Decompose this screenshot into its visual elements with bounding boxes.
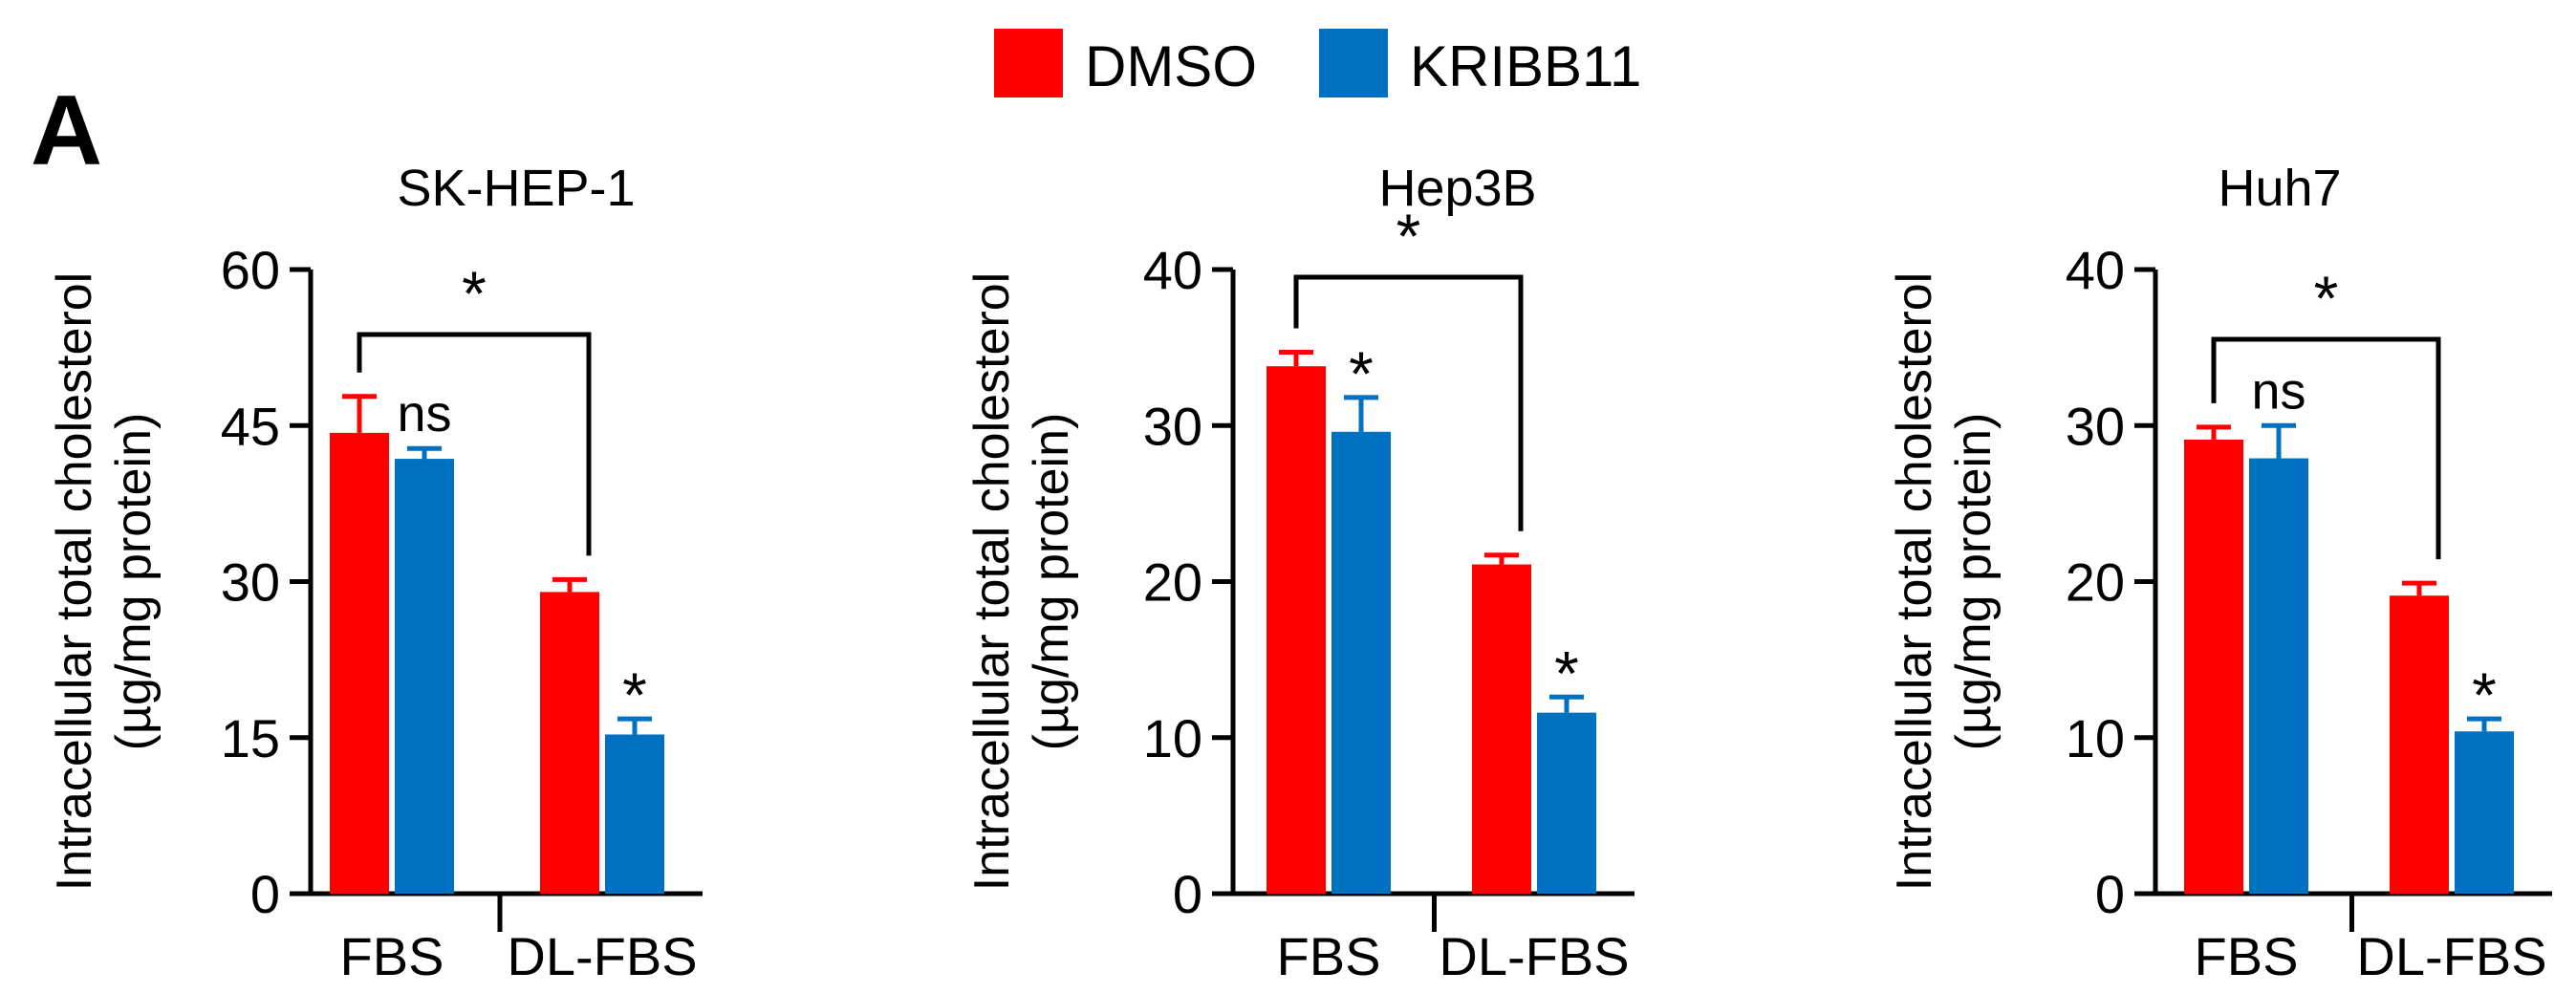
legend-label-dmso: DMSO	[1085, 34, 1257, 98]
legend: DMSO KRIBB11	[994, 29, 1641, 98]
y-tick-label: 0	[1173, 864, 1202, 924]
x-category-label: DL-FBS	[507, 926, 697, 986]
significance-star: *	[1554, 637, 1579, 708]
y-tick-label: 30	[2066, 396, 2125, 456]
y-axis-label-line: Intracellular total cholesterol	[47, 272, 102, 891]
y-axis-label-line: (µg/mg protein)	[1946, 413, 2002, 751]
significance-bracket	[357, 332, 592, 556]
bar-dmso-dl-fbs	[2390, 595, 2449, 894]
bar-kribb11-dl-fbs	[605, 734, 664, 894]
bar-kribb11-fbs	[1331, 431, 1391, 894]
bar-kribb11-dl-fbs	[2455, 731, 2514, 894]
x-category-label: FBS	[340, 926, 444, 986]
bracket-star: *	[1396, 201, 1421, 271]
y-axis-label-line: (µg/mg protein)	[106, 413, 162, 751]
y-axis-label-line: Intracellular total cholesterol	[964, 272, 1020, 891]
significance-bracket	[2211, 336, 2441, 560]
y-tick-label: 10	[1143, 708, 1202, 768]
significance-star: *	[622, 659, 647, 730]
y-tick-label: 0	[2095, 864, 2125, 924]
significance-star: *	[2472, 659, 2497, 730]
y-axis-label: Intracellular total cholesterol(µg/mg pr…	[1887, 272, 2002, 891]
y-tick-label: 40	[2066, 240, 2125, 300]
y-tick-label: 45	[221, 396, 280, 456]
y-tick-label: 20	[2066, 552, 2125, 613]
y-tick-label: 10	[2066, 708, 2125, 768]
chart-title: Huh7	[2218, 160, 2341, 217]
y-tick-label: 30	[221, 552, 280, 613]
bar-kribb11-fbs	[2249, 458, 2308, 894]
bar-dmso-fbs	[1266, 366, 1326, 895]
y-tick-label: 15	[221, 708, 280, 768]
significance-bracket	[1293, 274, 1524, 531]
bracket-star: *	[462, 258, 487, 329]
y-axis-label: Intracellular total cholesterol(µg/mg pr…	[47, 272, 162, 891]
chart-title: Hep3B	[1378, 160, 1536, 217]
significance-star: *	[1349, 338, 1374, 409]
bar-kribb11-dl-fbs	[1537, 712, 1596, 894]
ns-label: ns	[2251, 362, 2305, 420]
bar-dmso-fbs	[2184, 439, 2243, 894]
chart-title: SK-HEP-1	[397, 160, 635, 217]
legend-swatch-dmso	[994, 29, 1063, 97]
legend-label-kribb11: KRIBB11	[1410, 34, 1641, 98]
bracket-star: *	[2314, 263, 2339, 334]
y-tick-label: 20	[1143, 552, 1202, 613]
legend-swatch-kribb11	[1319, 29, 1388, 97]
ns-label: ns	[397, 385, 451, 443]
y-tick-label: 0	[250, 864, 280, 924]
y-tick-label: 40	[1143, 240, 1202, 300]
x-category-label: FBS	[1277, 926, 1381, 986]
chart-panel-sk-hep-1: SK-HEP-1 Intracellular total cholesterol(…	[47, 160, 703, 986]
bar-kribb11-fbs	[395, 459, 454, 894]
chart-panel-huh7: Huh7 Intracellular total cholesterol(µg/m…	[1887, 160, 2552, 986]
x-category-label: DL-FBS	[2356, 926, 2546, 986]
y-tick-label: 30	[1143, 396, 1202, 456]
panel-letter: A	[31, 76, 102, 186]
y-tick-label: 60	[221, 240, 280, 300]
y-axis-label-line: (µg/mg protein)	[1024, 413, 1079, 751]
y-axis-label: Intracellular total cholesterol(µg/mg pr…	[964, 272, 1079, 891]
x-category-label: FBS	[2195, 926, 2299, 986]
y-axis-label-line: Intracellular total cholesterol	[1887, 272, 1942, 891]
x-category-label: DL-FBS	[1439, 926, 1629, 986]
bar-dmso-dl-fbs	[540, 592, 599, 894]
bar-dmso-dl-fbs	[1472, 564, 1531, 894]
bar-dmso-fbs	[330, 432, 389, 894]
chart-panel-hep3b: Hep3B Intracellular total cholesterol(µg/…	[964, 160, 1634, 986]
